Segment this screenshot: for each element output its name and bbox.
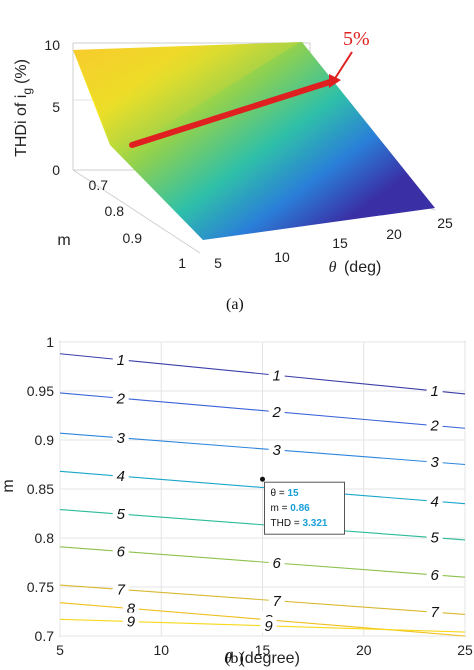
x-tick-labels: 5 10 15 20 25 — [214, 215, 453, 271]
x-tick-label: 5 — [214, 255, 222, 271]
contour-label-7: 7 — [273, 593, 282, 610]
contour-label-8: 8 — [127, 601, 136, 618]
contour-label-bg — [426, 603, 443, 620]
contour-label-6: 6 — [273, 555, 282, 572]
contour-label-bg — [268, 440, 285, 457]
z-tick-label: 0 — [52, 162, 60, 178]
x-tick-label: 15 — [332, 235, 348, 251]
x-axis-label: θ (deg) — [329, 259, 382, 276]
x-tick-label: 20 — [386, 226, 402, 242]
grid-lines — [59, 341, 466, 637]
contour-label-3: 3 — [430, 454, 439, 471]
contour-label-bg — [112, 580, 129, 597]
contour-label-1: 1 — [430, 383, 438, 400]
x-axis-label: θ (degree) — [224, 650, 300, 667]
contour-label-6: 6 — [430, 567, 439, 584]
contour-label-7: 7 — [117, 581, 126, 598]
x-tick-label: 10 — [153, 642, 169, 658]
z-tick-labels: 0 5 10 — [44, 37, 60, 178]
contour-label-bg — [112, 428, 129, 445]
z-tick-label: 5 — [52, 99, 60, 115]
contour-label-5: 5 — [117, 506, 126, 523]
x-tick-label: 15 — [255, 642, 271, 658]
surface-mesh-warm — [73, 42, 300, 150]
contour-label-2: 2 — [272, 404, 282, 421]
y-tick-labels: 0.7 0.75 0.8 0.85 0.9 0.95 1 — [27, 334, 54, 644]
contour-label-9: 9 — [264, 618, 273, 635]
surface-plot: 5% 0 5 10 THDi of ig(%) 0.7 0.8 0.9 1 m 5 10 15… — [13, 28, 453, 276]
contour-label-bg — [112, 467, 129, 484]
z-axis-label: THDi of ig(%) — [13, 59, 34, 157]
y-tick-labels: 0.7 0.8 0.9 1 — [89, 177, 187, 271]
datatip[interactable]: θ = 15 m = 0.86 THD = 3.321 — [260, 476, 345, 535]
datatip-thd: THD = 3.321 — [271, 518, 328, 529]
annotation-arrow — [329, 51, 353, 88]
contour-label-1: 1 — [117, 352, 125, 369]
y-tick-label: 0.95 — [27, 383, 54, 399]
caption-a: (a) — [226, 296, 244, 313]
contour-label-2: 2 — [429, 418, 439, 435]
contour-label-7: 7 — [430, 604, 439, 621]
x-tick-labels: 5 10 15 20 25 — [56, 642, 473, 658]
y-tick-label: 0.75 — [27, 579, 54, 595]
annotation-label: 5% — [343, 28, 370, 50]
x-tick-label: 5 — [56, 642, 64, 658]
z-tick-label: 10 — [44, 37, 60, 53]
datatip-box — [264, 481, 345, 535]
contour-label-bg — [260, 616, 277, 633]
contour-label-4: 4 — [430, 493, 438, 510]
x-tick-label: 10 — [274, 249, 290, 265]
contour-label-bg — [268, 591, 285, 608]
contour-label-bg — [268, 366, 285, 383]
y-tick-label: 1 — [178, 255, 186, 271]
contour-label-9: 9 — [127, 614, 136, 631]
contour-label-2: 2 — [116, 390, 126, 407]
contour-label-bg — [426, 381, 443, 398]
contour-label-bg — [112, 542, 129, 559]
contour-label-3: 3 — [273, 442, 282, 459]
contour-label-6: 6 — [117, 543, 126, 560]
contour-label-bg — [426, 492, 443, 509]
datatip-marker[interactable] — [260, 476, 265, 482]
contour-label-bg — [112, 350, 129, 367]
y-tick-label: 0.8 — [105, 203, 125, 219]
contour-label-bg — [112, 389, 129, 406]
contour-label-bg — [122, 599, 139, 616]
contour-label-5: 5 — [430, 530, 439, 547]
y-tick-label: 0.85 — [27, 481, 54, 497]
x-tick-label: 20 — [356, 642, 372, 658]
y-tick-label: 0.8 — [35, 530, 55, 546]
y-tick-label: 0.7 — [35, 628, 55, 644]
caption-b: (b) — [225, 650, 244, 667]
contour-label-bg — [122, 612, 139, 629]
five-percent-contour — [129, 79, 333, 148]
contour-label-4: 4 — [117, 468, 125, 485]
contour-label-1: 1 — [273, 367, 281, 384]
contour-label-bg — [112, 505, 129, 522]
x-tick-label: 25 — [457, 642, 473, 658]
y-tick-label: 0.7 — [89, 177, 109, 193]
contour-label-bg — [426, 528, 443, 545]
y-tick-label: 0.9 — [35, 432, 55, 448]
y-axis-label: m — [0, 479, 17, 492]
contour-label-bg — [426, 565, 443, 582]
datatip-theta: θ = 15 — [271, 488, 300, 499]
contour-label-bg — [426, 453, 443, 470]
x-tick-label: 25 — [437, 215, 453, 231]
contour-label-bg — [268, 402, 285, 419]
y-axis-label: m — [57, 232, 70, 249]
contour-label-bg — [426, 416, 443, 433]
contour-label-3: 3 — [117, 430, 126, 447]
contour-label-bg — [268, 554, 285, 571]
y-tick-label: 0.9 — [123, 230, 143, 246]
y-tick-label: 1 — [46, 334, 54, 350]
datatip-m: m = 0.86 — [271, 503, 311, 514]
